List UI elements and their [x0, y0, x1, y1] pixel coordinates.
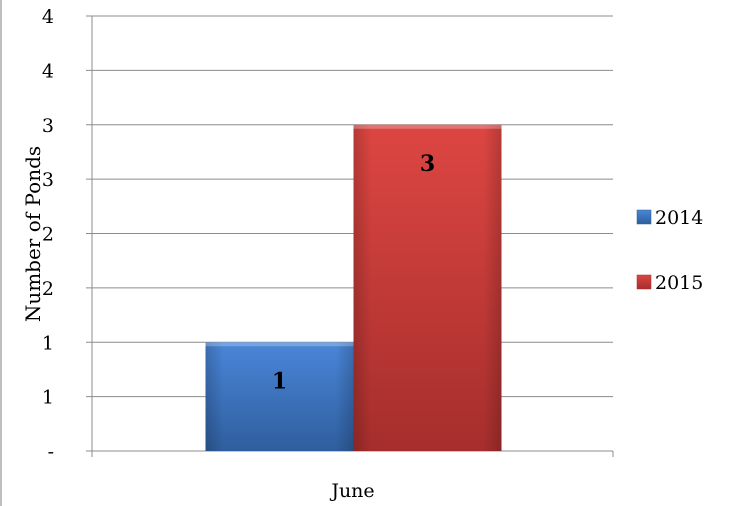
bars — [205, 124, 502, 451]
y-tick-label: 2 — [42, 278, 54, 300]
y-tick-label: 4 — [42, 6, 54, 28]
x-tick-label: June — [329, 480, 374, 502]
legend-item-2015: 2015 — [636, 272, 703, 294]
y-tick-label: 3 — [42, 115, 54, 137]
axes: - 1 1 2 2 3 3 4 4 — [42, 6, 614, 463]
y-tick-label: - — [48, 441, 54, 463]
legend: 2014 2015 — [636, 207, 703, 294]
bar-shade-2015 — [353, 124, 502, 451]
y-tick-label: 1 — [42, 387, 54, 409]
legend-item-2014: 2014 — [636, 207, 703, 229]
data-labels: 13 — [272, 151, 435, 395]
legend-label-2014: 2014 — [655, 207, 703, 229]
y-tick-label: 4 — [42, 60, 54, 82]
bar-highlight-2014 — [205, 342, 354, 347]
bar-highlight-2015 — [353, 124, 502, 129]
legend-swatch-2015 — [636, 274, 652, 290]
y-tick-label: 1 — [42, 332, 54, 354]
y-axis-title: Number of Ponds — [21, 146, 45, 322]
legend-label-2015: 2015 — [655, 272, 703, 294]
y-tick-label: 3 — [42, 169, 54, 191]
data-label-2015: 3 — [420, 151, 435, 177]
data-label-2014: 1 — [272, 368, 287, 394]
legend-swatch-2014 — [636, 209, 652, 225]
bar-shade-2014 — [205, 342, 354, 451]
y-tick-label: 2 — [42, 224, 54, 246]
